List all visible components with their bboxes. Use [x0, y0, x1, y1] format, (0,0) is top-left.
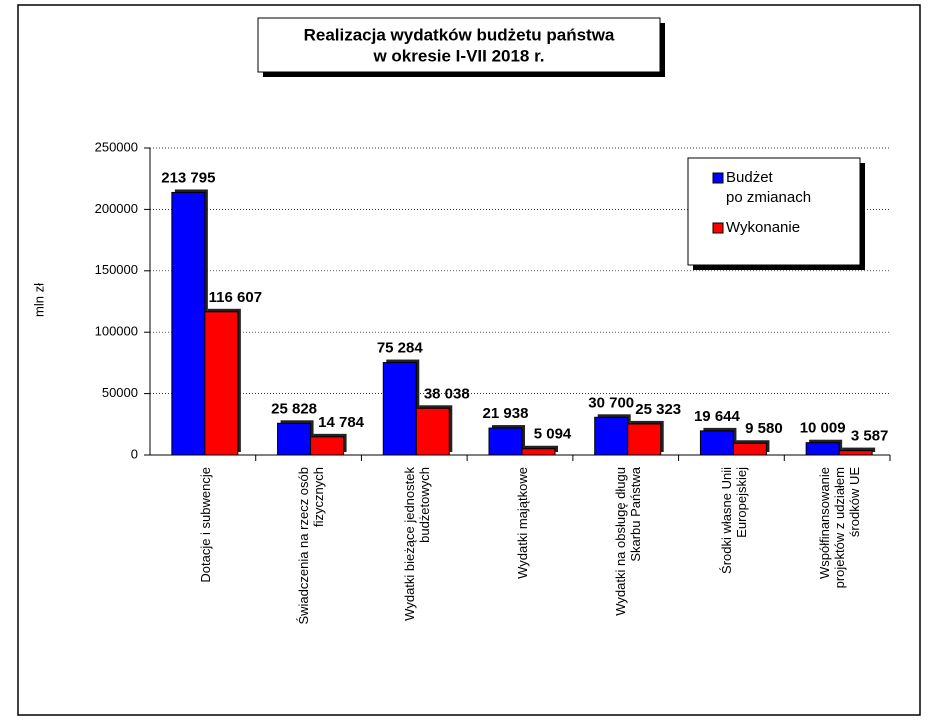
title-box [257, 17, 661, 73]
bar [488, 427, 523, 456]
y-axis-label: mln zł [31, 283, 46, 317]
value-label: 75 284 [377, 340, 424, 357]
y-tick-label: 200000 [95, 201, 138, 216]
x-tick-label: Środki własne UniiEuropejskiej [719, 467, 749, 574]
value-label: 116 607 [209, 289, 262, 306]
value-label: 30 700 [588, 394, 634, 411]
bar [171, 191, 206, 456]
bar [732, 442, 767, 456]
y-tick-label: 0 [131, 446, 138, 461]
value-label: 10 009 [800, 420, 846, 437]
x-tick-label: Wydatki majątkowe [515, 467, 530, 579]
value-label: 14 784 [318, 414, 365, 431]
bar [204, 311, 239, 456]
x-tick-label: Współfinansowanieprojektów z udziałemśro… [818, 467, 863, 589]
legend-swatch [712, 172, 724, 184]
bar [594, 416, 629, 456]
value-label: 25 828 [271, 400, 317, 417]
bar [521, 448, 556, 456]
x-tick-label: Wydatki na obsługę długuSkarbu Państwa [614, 466, 644, 616]
bar [627, 423, 662, 456]
legend-label: Budżet po zmianach [726, 169, 811, 206]
value-label: 5 094 [534, 426, 572, 443]
x-tick-label: Dotacje i subwencje [198, 467, 213, 583]
legend-swatch [712, 222, 724, 234]
value-label: 19 644 [694, 408, 741, 425]
y-tick-label: 50000 [102, 385, 138, 400]
value-label: 21 938 [483, 405, 529, 422]
y-tick-label: 100000 [95, 324, 138, 339]
bar [310, 436, 345, 456]
chart-border [17, 4, 921, 716]
bar [699, 430, 734, 456]
value-label: 25 323 [635, 401, 681, 418]
value-label: 38 038 [424, 385, 470, 402]
value-label: 3 587 [851, 428, 889, 445]
value-label: 9 580 [745, 420, 783, 437]
bar [382, 362, 417, 456]
chart-title: Realizacja wydatków budżetu państwa [304, 25, 615, 44]
value-label: 213 795 [161, 169, 215, 186]
legend-label: Wykonanie [726, 219, 800, 236]
x-tick-label: Wydatki bieżące jednostekbudżetowych [402, 467, 432, 621]
bar [805, 442, 840, 456]
y-tick-label: 250000 [95, 139, 138, 154]
y-tick-label: 150000 [95, 262, 138, 277]
bar-shadow [842, 447, 876, 452]
x-tick-label: Świadczenia na rzecz osóbfizycznych [297, 467, 327, 625]
bar [838, 450, 873, 456]
chart-title: w okresie I-VII 2018 r. [372, 46, 544, 65]
bar [415, 407, 450, 456]
bar [277, 422, 312, 456]
